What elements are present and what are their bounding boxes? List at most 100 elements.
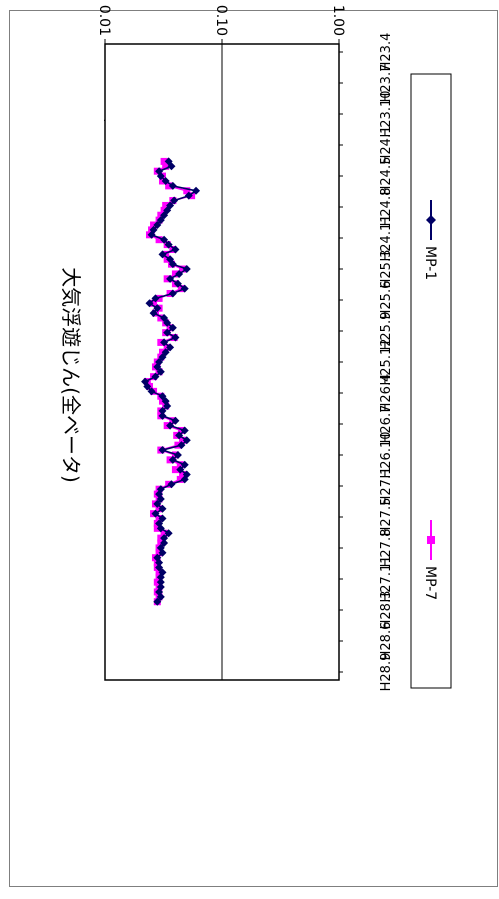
x-tick-label: H26.10	[379, 432, 394, 479]
point-MP-1	[147, 387, 156, 396]
point-MP-1	[168, 260, 177, 269]
point-MP-1	[168, 181, 177, 190]
point-MP-1	[160, 338, 169, 347]
point-MP-1	[151, 509, 160, 518]
point-MP-1	[158, 514, 167, 523]
point-MP-1	[170, 196, 179, 205]
x-tick-label: H23.7	[379, 64, 394, 103]
point-MP-1	[153, 304, 162, 313]
point-MP-1	[182, 436, 191, 445]
x-tick-label: H24.8	[379, 188, 394, 227]
point-MP-1	[168, 323, 177, 332]
point-MP-1	[166, 421, 175, 430]
point-MP-1	[171, 333, 180, 342]
point-MP-1	[168, 455, 177, 464]
point-MP-1	[156, 592, 165, 601]
x-tick-label: H28.3	[379, 591, 394, 630]
point-MP-1	[145, 299, 154, 308]
point-MP-1	[153, 362, 162, 371]
point-MP-1	[163, 318, 172, 327]
point-MP-1	[156, 367, 165, 376]
y-tick-label: 1.00	[330, 5, 346, 36]
point-MP-1	[156, 578, 165, 587]
x-tick-label: H25.6	[379, 281, 394, 320]
point-MP-1	[155, 563, 164, 572]
point-MP-1	[166, 274, 175, 283]
point-MP-1	[168, 289, 177, 298]
x-tick-label: H25.9	[379, 312, 394, 351]
point-MP-1	[156, 524, 165, 533]
point-MP-1	[163, 402, 172, 411]
point-MP-1	[147, 230, 156, 239]
point-MP-1	[151, 372, 160, 381]
x-tick-label: H28.9	[379, 653, 394, 692]
point-MP-1	[176, 465, 185, 474]
point-MP-1	[156, 573, 165, 582]
point-MP-1	[160, 211, 169, 220]
point-MP-1	[184, 191, 193, 200]
chart-title: 大気浮遊じん(全ベータ)	[59, 267, 83, 483]
x-tick-label: H24.5	[379, 157, 394, 196]
point-MP-1	[158, 353, 167, 362]
point-MP-1	[166, 343, 175, 352]
x-tick-label: H28.6	[379, 622, 394, 661]
point-MP-1	[160, 534, 169, 543]
point-MP-1	[156, 216, 165, 225]
point-MP-1	[171, 416, 180, 425]
point-MP-1	[177, 441, 186, 450]
point-MP-1	[167, 480, 176, 489]
point-MP-1	[158, 392, 167, 401]
point-MP-1	[149, 309, 158, 318]
point-MP-1	[153, 597, 162, 606]
point-MP-1	[158, 411, 167, 420]
point-MP-1	[167, 162, 176, 171]
x-tick-label: H26.7	[379, 405, 394, 444]
point-MP-1	[175, 269, 184, 278]
point-MP-1	[156, 494, 165, 503]
x-tick-label: H24.1	[379, 126, 394, 165]
point-MP-1	[158, 504, 167, 513]
point-MP-1	[143, 382, 152, 391]
point-MP-1	[153, 221, 162, 230]
x-tick-label: H23.4	[379, 33, 394, 72]
x-tick-label: H26.4	[379, 374, 394, 413]
point-MP-1	[158, 446, 167, 455]
point-MP-1	[161, 176, 170, 185]
point-MP-1	[158, 406, 167, 415]
point-MP-1	[173, 450, 182, 459]
x-tick-label: H27.8	[379, 529, 394, 568]
point-MP-1	[164, 240, 173, 249]
x-tick-label: H25.12	[379, 339, 394, 386]
point-MP-1	[180, 284, 189, 293]
point-MP-1	[173, 279, 182, 288]
point-MP-1	[161, 348, 170, 357]
x-tick-label: H25.3	[379, 250, 394, 289]
point-MP-1	[153, 499, 162, 508]
point-MP-1	[151, 294, 160, 303]
legend-label-MP-1: MP-1	[422, 246, 438, 280]
point-MP-1	[171, 245, 180, 254]
point-MP-1	[155, 558, 164, 567]
legend-marker-MP-1	[426, 215, 436, 225]
point-MP-7	[171, 466, 179, 474]
x-tick-label: H24.11	[379, 215, 394, 262]
legend-label-MP-7: MP-7	[422, 566, 438, 600]
point-MP-1	[180, 460, 189, 469]
point-MP-1	[192, 186, 201, 195]
x-tick-label: H27.11	[379, 556, 394, 603]
x-tick-label: H27.1	[379, 467, 394, 506]
x-tick-label: H23.10	[379, 91, 394, 138]
series-MP-1	[141, 157, 201, 606]
point-MP-1	[182, 265, 191, 274]
point-MP-1	[175, 431, 184, 440]
point-MP-1	[158, 250, 167, 259]
legend	[410, 73, 452, 689]
point-MP-1	[160, 539, 169, 548]
point-MP-1	[158, 548, 167, 557]
point-MP-1	[160, 235, 169, 244]
point-MP-1	[180, 426, 189, 435]
point-MP-1	[163, 328, 172, 337]
point-MP-1	[180, 475, 189, 484]
y-tick-label: 0.01	[96, 5, 112, 36]
